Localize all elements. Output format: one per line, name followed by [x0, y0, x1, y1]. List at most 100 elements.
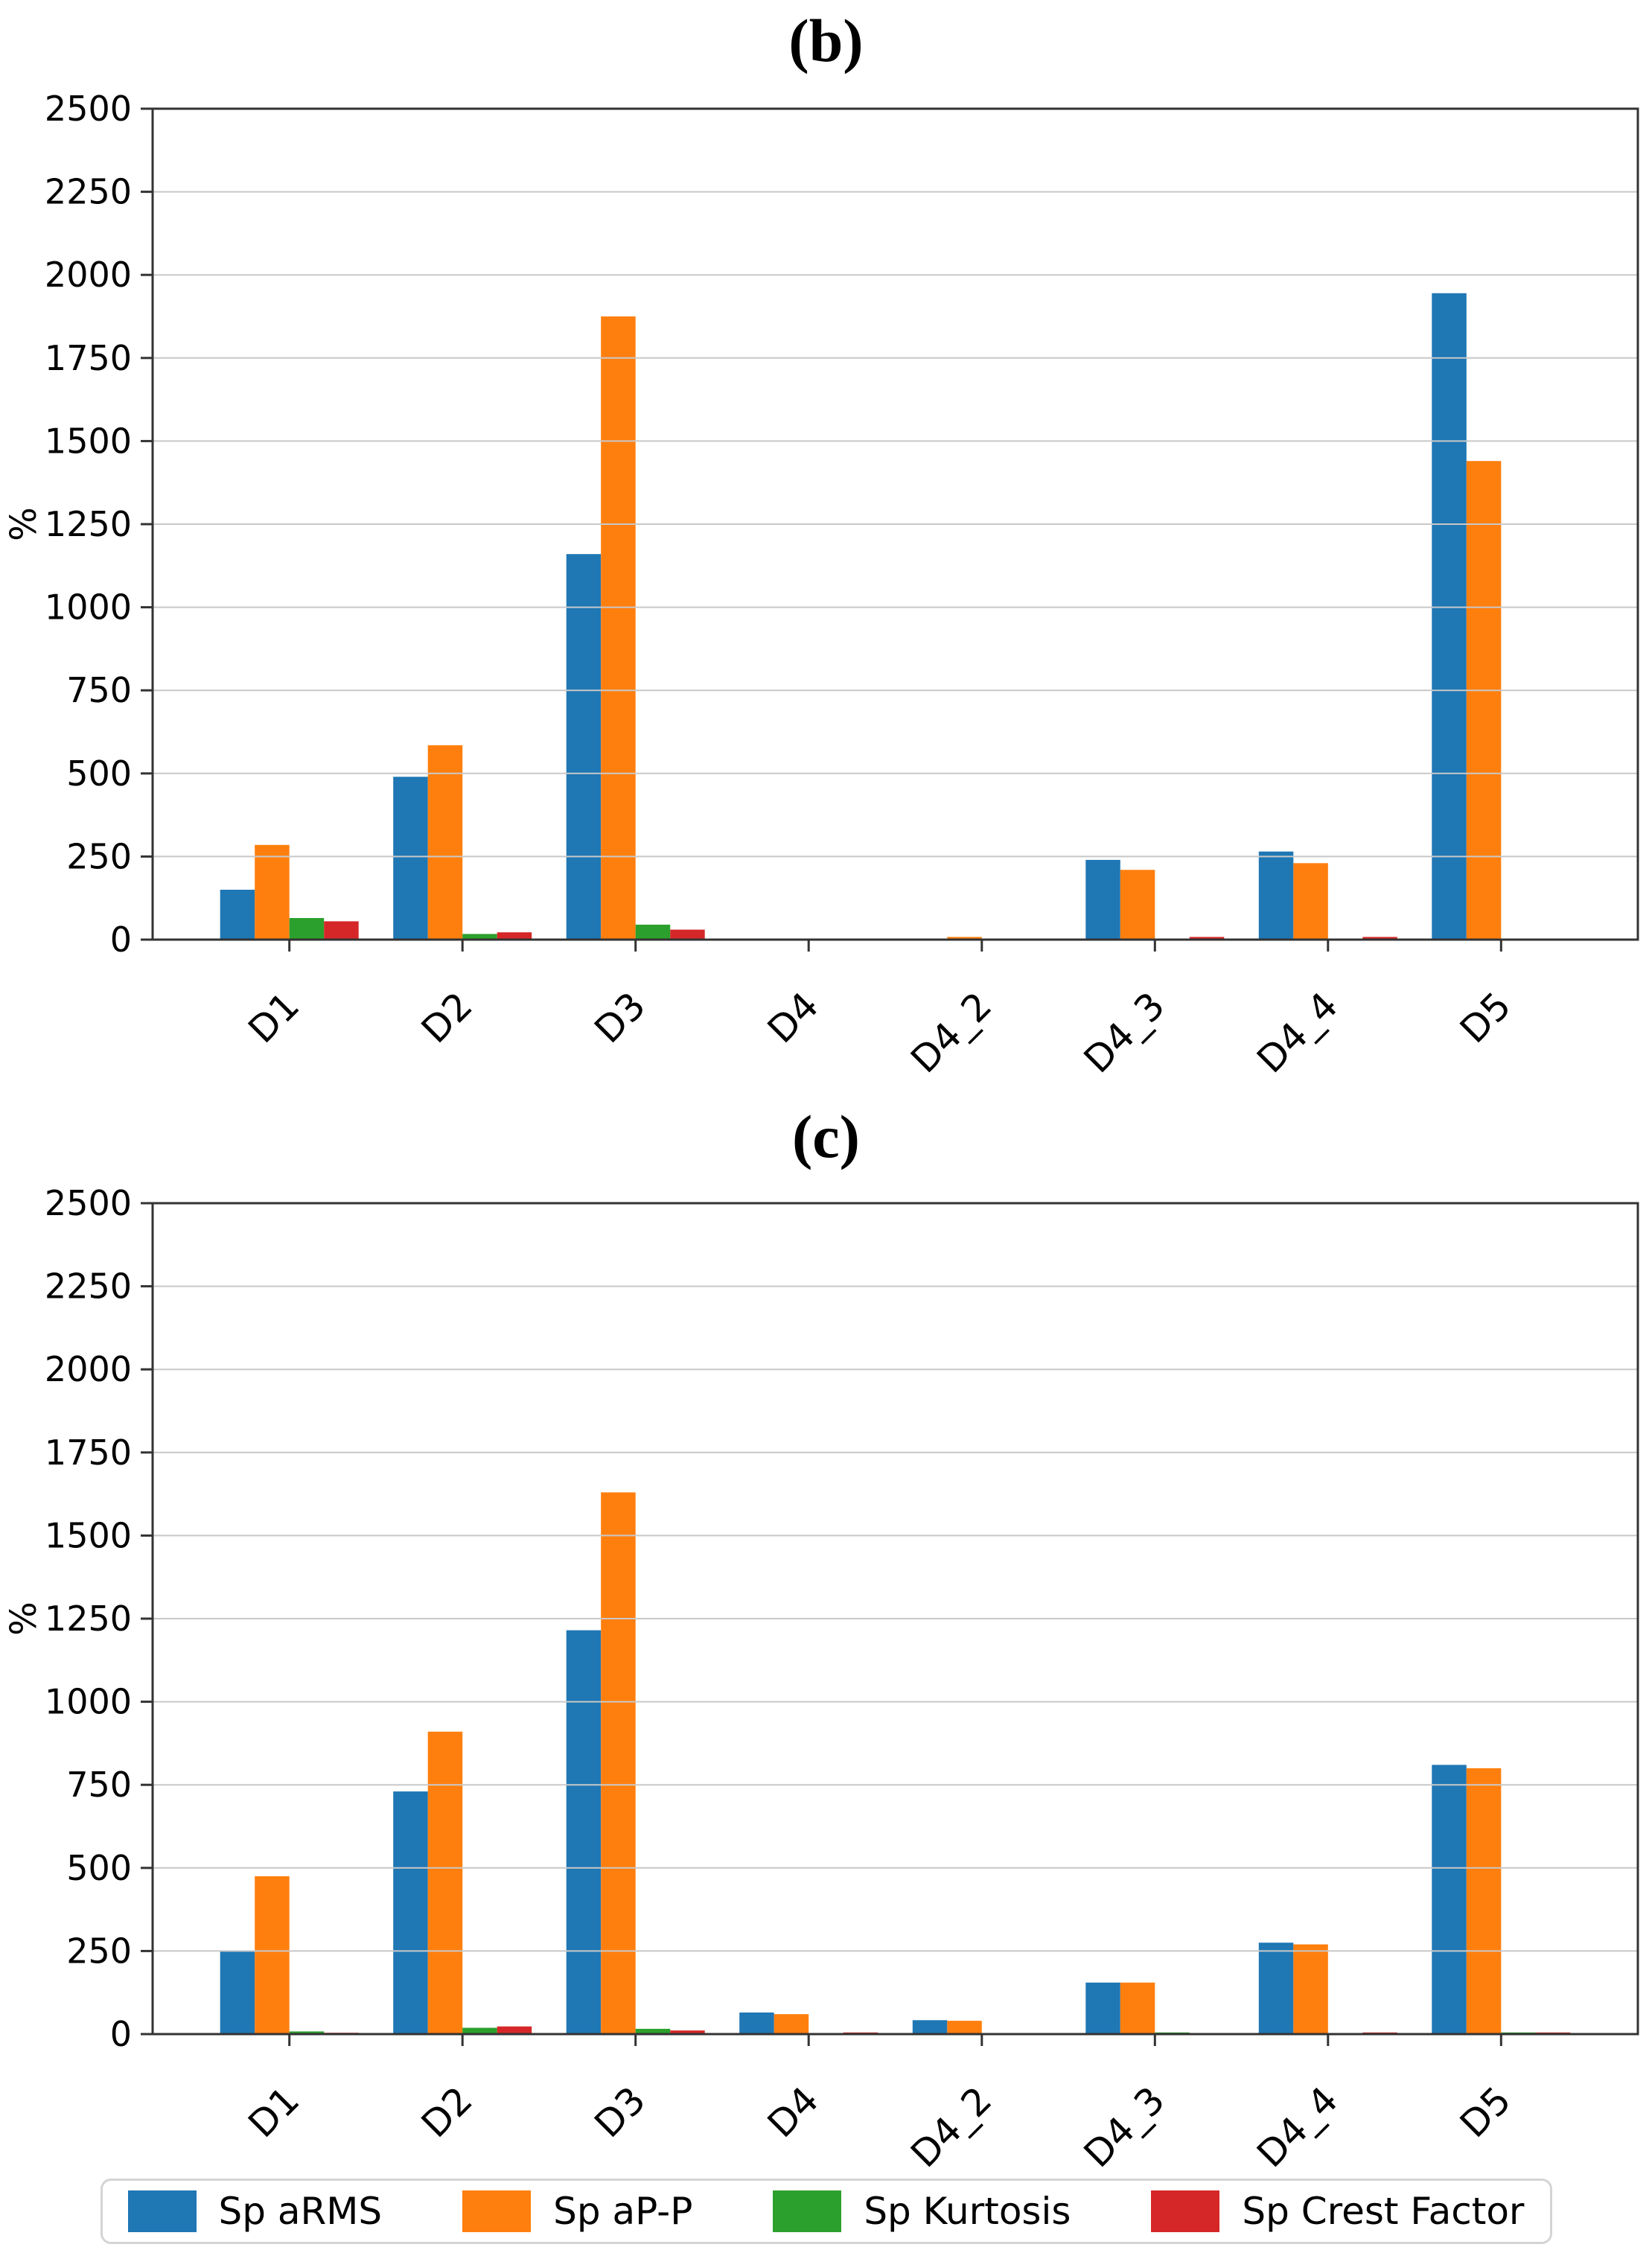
- bar-sp-ap-p-d4_4: [1293, 1944, 1328, 2034]
- x-tick-label-d5: D5: [1452, 984, 1519, 1051]
- legend-swatch-3: [1151, 2190, 1220, 2232]
- bar-sp-crest-factor-d1: [324, 921, 359, 940]
- y-tick-label: 2000: [45, 1349, 132, 1389]
- bar-sp-ap-p-d4: [774, 2014, 809, 2034]
- y-tick-label: 1000: [45, 1682, 132, 1722]
- x-tick-label-d4_3: D4_3: [1076, 984, 1173, 1081]
- y-tick-label: 1500: [45, 421, 132, 461]
- bars-group: [220, 293, 1502, 940]
- x-tick-label-d4_2: D4_2: [902, 2078, 1000, 2176]
- y-tick-label: 2250: [45, 1266, 132, 1307]
- gridlines-group: [153, 1285, 1638, 1952]
- legend: Sp aRMS Sp aP-P Sp Kurtosis Sp Crest Fac…: [100, 2179, 1552, 2244]
- bar-sp-crest-factor-d4_4: [1362, 937, 1397, 940]
- bar-sp-arms-d5: [1432, 1765, 1467, 2034]
- x-tick-label-d1: D1: [240, 2078, 307, 2146]
- bar-sp-crest-factor-d2: [497, 2026, 532, 2034]
- chart-b-title: (b): [788, 7, 864, 74]
- x-tick-label-d2: D2: [413, 984, 481, 1051]
- y-tick-label: 250: [66, 836, 132, 876]
- y-tick-label: 500: [66, 753, 132, 794]
- bar-sp-ap-p-d5: [1466, 1768, 1502, 2034]
- bar-sp-ap-p-d3: [601, 1492, 636, 2034]
- bar-sp-kurtosis-d3: [635, 924, 671, 940]
- x-tick-label-d1: D1: [240, 984, 307, 1051]
- bar-sp-crest-factor-d4_3: [1189, 937, 1225, 940]
- x-tick-label-d4_4: D4_4: [1248, 2078, 1346, 2176]
- bar-sp-kurtosis-d1: [289, 918, 325, 940]
- bar-sp-arms-d3: [566, 554, 602, 940]
- bar-sp-arms-d1: [220, 890, 255, 940]
- bar-sp-arms-d4_2: [912, 2020, 948, 2034]
- y-tick-label: 750: [66, 670, 132, 710]
- bar-sp-ap-p-d5: [1466, 461, 1502, 940]
- y-tick-label: 0: [110, 920, 132, 960]
- bar-sp-arms-d2: [393, 1791, 428, 2034]
- y-axis: 0 250 500 750 1000 1250 1500 1750 2000 2250 2500: [45, 89, 153, 960]
- y-axis: 0 250 500 750 1000 1250 1500 1750 2000 2250 2500: [45, 1183, 153, 2054]
- x-axis: D1 D2 D3 D4 D4_2 D4_3 D4_4 D5: [240, 940, 1519, 1081]
- legend-item-sp-crest-factor: Sp Crest Factor: [1151, 2190, 1524, 2233]
- x-tick-label-d4: D4: [759, 2078, 827, 2146]
- chart-c-title: (c): [791, 1103, 860, 1170]
- bar-sp-arms-d3: [566, 1630, 602, 2034]
- x-tick-label-d4: D4: [759, 984, 827, 1051]
- bar-sp-arms-d4: [739, 2013, 774, 2034]
- bar-sp-ap-p-d4_2: [947, 2021, 982, 2034]
- legend-label: Sp aP-P: [553, 2190, 693, 2233]
- bar-sp-ap-p-d3: [601, 316, 636, 940]
- y-tick-label: 1250: [45, 504, 132, 544]
- legend-swatch-1: [462, 2190, 532, 2232]
- bar-chart-c: 0 250 500 750 1000 1250 1500 1750 2000 2250 2500% D…: [3, 1183, 1639, 2176]
- y-axis-label: %: [3, 1602, 45, 1636]
- bars-group: [220, 1492, 1571, 2034]
- x-tick-label-d3: D3: [586, 2078, 654, 2146]
- bar-sp-ap-p-d2: [427, 745, 463, 940]
- y-tick-label: 0: [110, 2014, 132, 2054]
- legend-item-sp-arms: Sp aRMS: [127, 2190, 383, 2233]
- y-tick-label: 2250: [45, 172, 132, 212]
- y-tick-label: 500: [66, 1848, 132, 1888]
- y-tick-label: 250: [66, 1931, 132, 1971]
- bar-sp-ap-p-d4_4: [1293, 863, 1328, 940]
- bar-sp-kurtosis-d1: [289, 2031, 325, 2034]
- y-axis-label: %: [3, 507, 45, 541]
- y-tick-label: 2000: [45, 255, 132, 295]
- bar-sp-arms-d4_4: [1258, 851, 1294, 940]
- bar-sp-kurtosis-d2: [462, 2027, 497, 2034]
- bar-sp-ap-p-d1: [255, 1876, 290, 2034]
- bar-sp-arms-d1: [220, 1951, 255, 2034]
- x-tick-label-d4_2: D4_2: [902, 984, 1000, 1081]
- x-axis: D1 D2 D3 D4 D4_2 D4_3 D4_4 D5: [240, 2034, 1519, 2176]
- bar-sp-arms-d4_4: [1258, 1943, 1294, 2034]
- bar-sp-kurtosis-d3: [635, 2028, 671, 2034]
- legend-swatch-0: [127, 2190, 197, 2232]
- bar-sp-ap-p-d4_3: [1120, 870, 1155, 940]
- y-tick-label: 2500: [45, 89, 132, 129]
- bar-sp-ap-p-d4_3: [1120, 1982, 1155, 2034]
- y-tick-label: 1250: [45, 1599, 132, 1639]
- bar-sp-arms-d5: [1432, 293, 1467, 940]
- bar-sp-ap-p-d4_2: [947, 937, 982, 940]
- x-tick-label-d4_3: D4_3: [1076, 2078, 1173, 2176]
- legend-label: Sp Crest Factor: [1242, 2190, 1525, 2233]
- y-tick-label: 750: [66, 1765, 132, 1805]
- x-tick-label-d3: D3: [586, 984, 654, 1051]
- bar-sp-crest-factor-d2: [497, 932, 532, 940]
- y-tick-label: 1000: [45, 587, 132, 628]
- bar-sp-arms-d4_3: [1085, 1982, 1120, 2034]
- legend-label: Sp aRMS: [218, 2190, 383, 2233]
- bar-sp-crest-factor-d3: [670, 2030, 705, 2034]
- legend-item-sp-kurtosis: Sp Kurtosis: [773, 2190, 1071, 2233]
- x-tick-label-d2: D2: [413, 2078, 481, 2146]
- legend-item-sp-ap-p: Sp aP-P: [462, 2190, 692, 2233]
- gridlines-group: [153, 191, 1638, 858]
- bar-sp-ap-p-d2: [427, 1731, 463, 2034]
- bar-sp-crest-factor-d3: [670, 929, 705, 940]
- legend-swatch-2: [773, 2190, 842, 2232]
- bar-sp-kurtosis-d2: [462, 934, 497, 940]
- bar-sp-arms-d2: [393, 777, 428, 940]
- x-tick-label-d4_4: D4_4: [1248, 984, 1346, 1081]
- x-tick-label-d5: D5: [1452, 2078, 1519, 2146]
